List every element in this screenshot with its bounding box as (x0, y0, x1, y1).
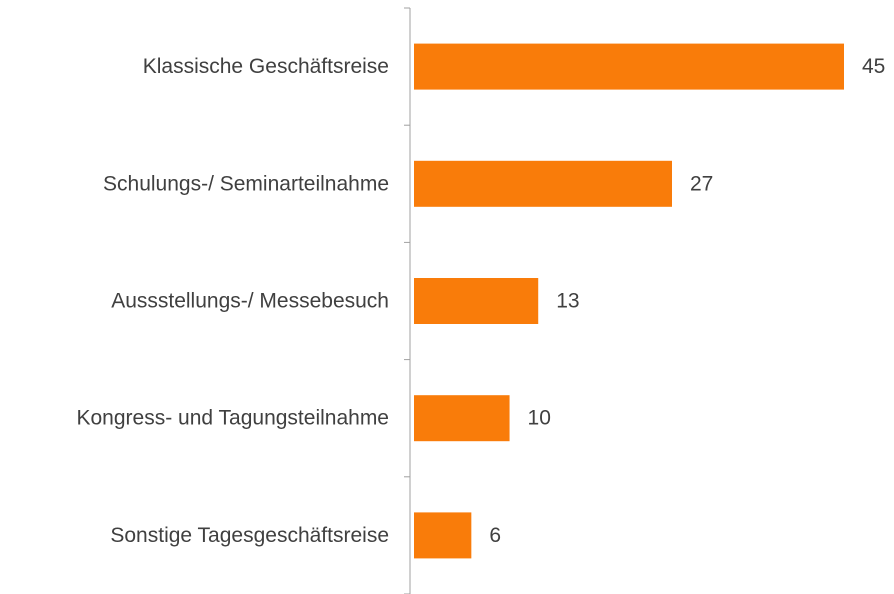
bar (414, 278, 539, 324)
category-label: Aussstellungs-/ Messebesuch (111, 290, 389, 313)
category-label: Kongress- und Tagungsteilnahme (77, 407, 390, 430)
bar (414, 160, 672, 207)
category-label: Sonstige Tagesgeschäftsreise (110, 524, 389, 547)
value-label: 27 (690, 172, 713, 195)
value-label: 13 (556, 290, 579, 313)
bar (414, 395, 510, 442)
bar (414, 512, 472, 559)
category-label: Klassische Geschäftsreise (143, 55, 389, 78)
value-label: 6 (489, 524, 501, 547)
value-label: 45 (862, 55, 885, 78)
bar (414, 43, 844, 90)
category-label: Schulungs-/ Seminarteilnahme (103, 172, 389, 195)
value-label: 10 (528, 407, 551, 430)
